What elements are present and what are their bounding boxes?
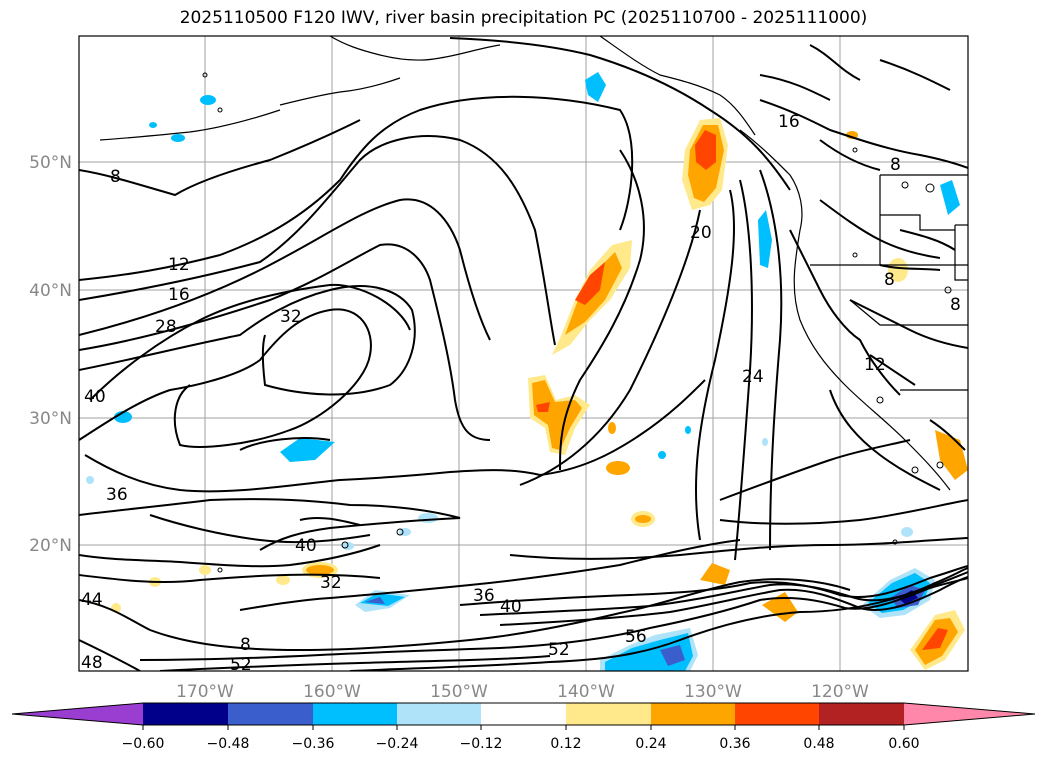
contour-label: 8: [890, 155, 901, 175]
precip-positive-spot: [762, 592, 798, 622]
contour-label: 32: [320, 573, 342, 593]
lat-label: 40°N: [29, 281, 72, 301]
contour-label: 36: [106, 485, 128, 505]
colorbar-bin: [143, 703, 228, 725]
precip-negative-spot: [901, 527, 913, 537]
precip-negative-spot: [149, 122, 157, 128]
precip-negative-spot: [685, 426, 691, 434]
precip-negative-spot: [418, 513, 438, 523]
lat-label: 20°N: [29, 536, 72, 556]
lon-label: 170°W: [176, 682, 234, 702]
precip-negative-spot: [940, 180, 960, 215]
contour-label: 40: [84, 387, 106, 407]
contour-label: 12: [168, 255, 190, 275]
contour-label: 52: [230, 655, 252, 675]
precip-positive-spot: [199, 565, 211, 575]
precip-negative-blob: [660, 645, 685, 666]
contour-label: 48: [81, 653, 103, 673]
precip-negative-spot: [171, 134, 185, 142]
contour-label: 20: [690, 223, 712, 243]
colorbar-bin: [481, 703, 566, 725]
contour-label: 40: [295, 536, 317, 556]
lat-label: 50°N: [29, 153, 72, 173]
precip-positive-blob: [935, 430, 968, 480]
colorbar-ticks: [142, 725, 905, 730]
contour-label: 16: [778, 112, 800, 132]
precip-negative-blob: [585, 72, 606, 102]
colorbar-tick-label: −0.36: [292, 736, 335, 752]
contour-label: 44: [81, 590, 103, 610]
colorbar: −0.60 −0.48 −0.36 −0.24 −0.12 0.12 0.24 …: [11, 702, 1036, 752]
precip-positive-blob: [532, 380, 582, 450]
colorbar-tick-label: −0.12: [460, 736, 503, 752]
contour-label: 36: [473, 586, 495, 606]
precip-positive-spot: [276, 575, 290, 585]
contour-label: 28: [155, 317, 177, 337]
latitude-labels: 50°N 40°N 30°N 20°N: [29, 153, 72, 556]
contour-labels: 8 12 16 28 32 40 36 44 48 52 40 32 36 40…: [81, 112, 961, 675]
precip-positive-spot: [306, 565, 334, 575]
colorbar-bin: [397, 703, 481, 725]
contour-label: 56: [625, 627, 647, 647]
precip-positive-blob: [695, 130, 716, 170]
precip-positive-spot: [635, 515, 651, 523]
lon-label: 140°W: [557, 682, 615, 702]
precip-negative-spot: [86, 476, 94, 484]
islands: [202, 72, 952, 573]
colorbar-bin: [228, 703, 313, 725]
precip-negative-blob: [360, 593, 405, 606]
lon-label: 160°W: [303, 682, 361, 702]
precip-negative-spot: [658, 451, 666, 459]
colorbar-tick-label: 0.24: [635, 736, 666, 752]
contour-label: 40: [500, 597, 522, 617]
contour-label: 8: [240, 635, 251, 655]
iwv-contours: [79, 37, 968, 671]
colorbar-bin: [651, 703, 735, 725]
precip-positive-blob: [536, 402, 550, 412]
contour-label: 8: [110, 167, 121, 187]
precip-positive-spot: [608, 422, 616, 434]
colorbar-tick-label: 0.48: [803, 736, 834, 752]
colorbar-tick-label: 0.36: [719, 736, 750, 752]
lon-label: 130°W: [684, 682, 742, 702]
precip-negative-blob: [280, 438, 335, 462]
colorbar-extend-low: [12, 703, 143, 725]
contour-label: 52: [548, 640, 570, 660]
colorbar-tick-label: −0.60: [122, 736, 165, 752]
contour-label: 24: [742, 367, 764, 387]
contour-label: 12: [864, 355, 886, 375]
contour-label: 16: [168, 285, 190, 305]
lon-label: 150°W: [430, 682, 488, 702]
colorbar-bin: [819, 703, 904, 725]
contour-label: 32: [280, 307, 302, 327]
contour-label: 8: [950, 295, 961, 315]
precip-shading: [86, 72, 968, 671]
precip-negative-spot: [762, 438, 768, 446]
precip-positive-blob: [922, 628, 948, 650]
colorbar-extend-high: [904, 703, 1035, 725]
longitude-labels: 170°W 160°W 150°W 140°W 130°W 120°W: [176, 682, 869, 702]
map-border: [78, 35, 969, 672]
precip-negative-spot: [200, 95, 216, 105]
precip-negative-blob: [758, 210, 772, 268]
colorbar-tick-label: −0.24: [376, 736, 419, 752]
colorbar-tick-label: 0.60: [888, 736, 919, 752]
coastlines: [99, 36, 968, 491]
contour-label: 8: [884, 270, 895, 290]
colorbar-bin: [313, 703, 397, 725]
lon-label: 120°W: [811, 682, 869, 702]
colorbar-bin: [566, 703, 651, 725]
map-title: 2025110500 F120 IWV, river basin precipi…: [179, 8, 868, 28]
colorbar-tick-label: 0.12: [550, 736, 581, 752]
precip-positive-spot: [606, 461, 630, 475]
precip-positive-spot: [700, 563, 730, 585]
precip-positive-spot: [888, 258, 908, 282]
precip-negative-blob: [365, 597, 385, 604]
lat-label: 30°N: [29, 409, 72, 429]
precip-positive-blob: [575, 262, 605, 305]
colorbar-tick-label: −0.48: [207, 736, 250, 752]
colorbar-bin: [735, 703, 819, 725]
